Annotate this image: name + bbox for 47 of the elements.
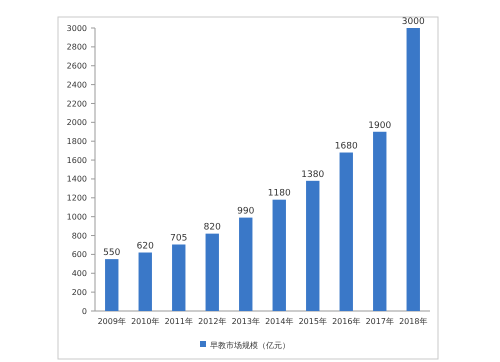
y-tick-label: 400 xyxy=(72,269,87,278)
y-tick-label: 600 xyxy=(72,250,87,260)
y-tick-label: 1600 xyxy=(66,156,87,165)
x-tick-label: 2016年 xyxy=(332,317,360,326)
bar xyxy=(206,234,219,311)
y-tick-label: 1000 xyxy=(66,212,87,222)
data-label: 990 xyxy=(237,206,255,217)
data-label: 1680 xyxy=(334,142,358,152)
x-tick-label: 2013年 xyxy=(232,317,260,326)
data-label: 705 xyxy=(170,233,188,244)
y-tick-label: 2200 xyxy=(66,99,87,108)
y-tick-label: 800 xyxy=(72,231,87,240)
data-label: 1380 xyxy=(301,170,324,180)
bar xyxy=(340,152,353,311)
bar xyxy=(172,244,186,311)
y-tick-label: 0 xyxy=(82,306,87,316)
data-label: 550 xyxy=(103,248,121,258)
data-label: 820 xyxy=(204,222,222,233)
x-tick-label: 2011年 xyxy=(164,317,193,326)
bar xyxy=(105,259,118,311)
x-tick-label: 2010年 xyxy=(131,317,160,326)
x-tick-label: 2012年 xyxy=(198,317,226,326)
y-tick-label: 2400 xyxy=(66,80,87,90)
y-tick-label: 3000 xyxy=(66,24,87,33)
y-tick-label: 2000 xyxy=(66,118,87,128)
bar xyxy=(306,180,320,311)
y-tick-label: 2800 xyxy=(66,42,87,52)
data-label: 3000 xyxy=(402,17,425,27)
data-label: 620 xyxy=(136,242,154,252)
bar xyxy=(138,252,152,311)
x-tick-label: 2018年 xyxy=(399,317,428,326)
y-tick-label: 1400 xyxy=(66,174,87,184)
x-tick-label: 2017年 xyxy=(366,317,394,326)
data-label: 1180 xyxy=(268,188,291,199)
bar xyxy=(406,28,420,311)
bar xyxy=(272,200,286,311)
y-tick-label: 2600 xyxy=(66,62,87,71)
x-tick-label: 2009年 xyxy=(98,317,126,326)
bar xyxy=(373,132,386,311)
y-tick-label: 1800 xyxy=(66,137,87,146)
y-tick-label: 200 xyxy=(72,288,87,297)
x-tick-label: 2015年 xyxy=(298,317,327,326)
bar xyxy=(239,218,252,311)
y-tick-label: 1200 xyxy=(66,194,87,203)
legend-label: 早教市场规模（亿元） xyxy=(210,340,290,350)
x-tick-label: 2014年 xyxy=(265,317,294,326)
data-label: 1900 xyxy=(368,120,392,131)
